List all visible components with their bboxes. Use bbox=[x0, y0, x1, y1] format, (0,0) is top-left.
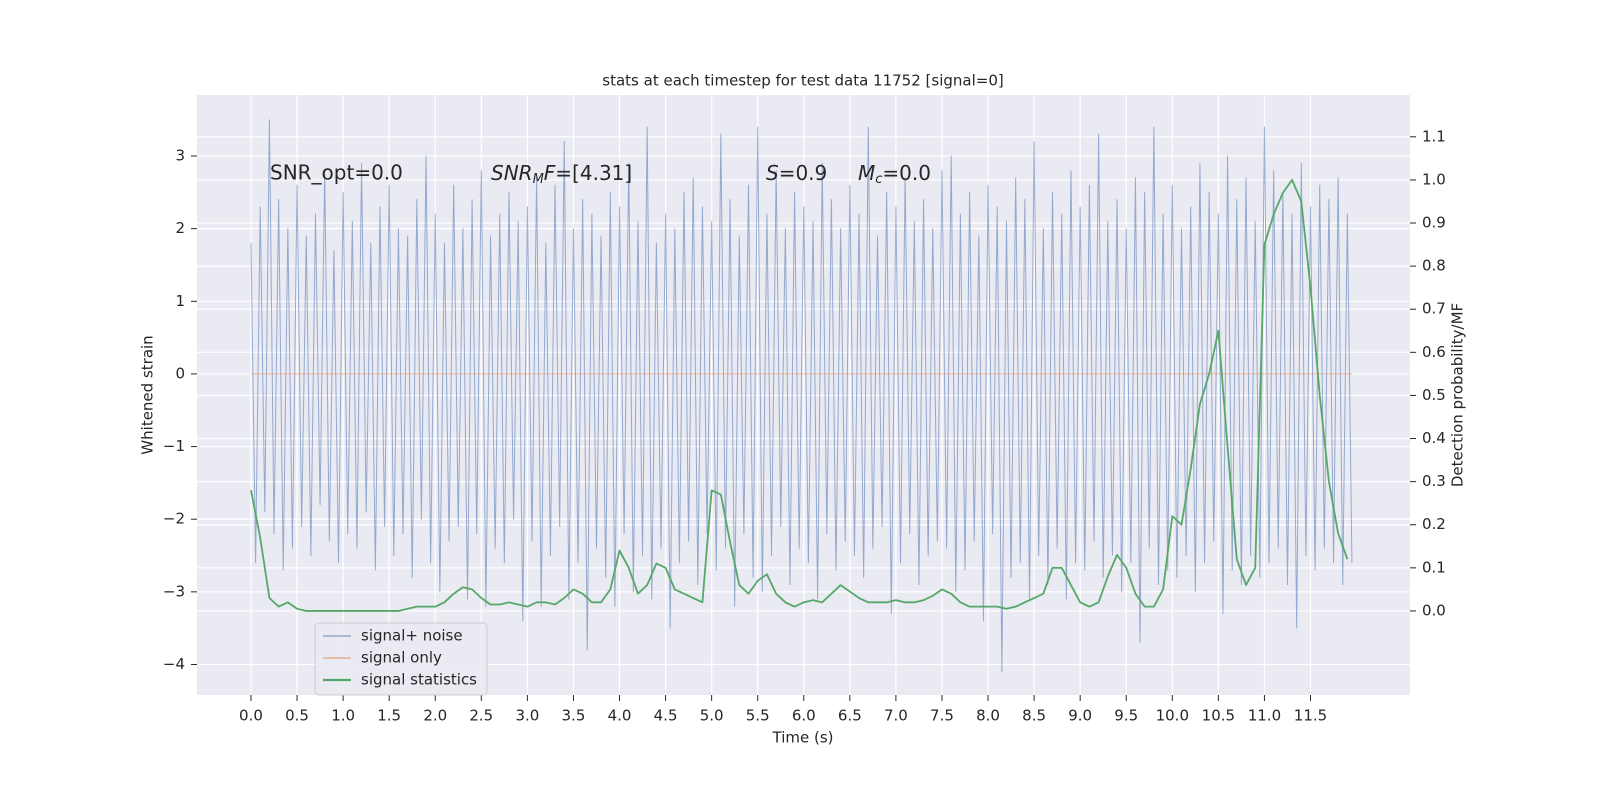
legend-label: signal+ noise bbox=[361, 627, 463, 645]
marks bbox=[250, 119, 1353, 673]
y-tick-label: 0 bbox=[175, 364, 185, 382]
x-tick-label: 8.0 bbox=[976, 707, 1000, 725]
y2-tick-label: 1.1 bbox=[1422, 127, 1446, 145]
annotation-part: =0.0 bbox=[882, 161, 931, 185]
x-tick-label: 9.5 bbox=[1114, 707, 1138, 725]
x-tick-label: 9.0 bbox=[1068, 707, 1092, 725]
overlay: 0.0 0.5 1.0 1.5 2.0 2.5 3.0 3.5 4.0 4.5 5.0 5.5 6.0 6… bbox=[163, 127, 1446, 724]
annotation: SNR_opt=0.0 bbox=[270, 161, 403, 185]
chart-title: stats at each timestep for test data 117… bbox=[602, 72, 1003, 90]
x-tick-label: 4.0 bbox=[608, 707, 632, 725]
annotation-part: =0.9 bbox=[779, 161, 828, 185]
x-tick-label: 3.5 bbox=[562, 707, 586, 725]
x-tick-label: 11.5 bbox=[1294, 707, 1327, 725]
x-tick-label: 4.5 bbox=[654, 707, 678, 725]
y2-tick-label: 0.0 bbox=[1422, 601, 1446, 619]
legend-label: signal statistics bbox=[361, 671, 477, 689]
y2-tick-label: 0.6 bbox=[1422, 343, 1446, 361]
x-tick-label: 7.0 bbox=[884, 707, 908, 725]
x-tick-label: 5.5 bbox=[746, 707, 770, 725]
y2-tick-label: 0.5 bbox=[1422, 386, 1446, 404]
x-tick-label: 8.5 bbox=[1022, 707, 1046, 725]
series-line bbox=[250, 119, 1353, 673]
x-tick-label: 11.0 bbox=[1248, 707, 1281, 725]
annotation-part: c bbox=[875, 172, 882, 187]
x-tick-label: 6.0 bbox=[792, 707, 816, 725]
annotation-part: F bbox=[544, 161, 556, 185]
x-tick-label: 2.5 bbox=[469, 707, 493, 725]
x-tick-label: 3.0 bbox=[515, 707, 539, 725]
legend-label: signal only bbox=[361, 649, 442, 667]
annotation: Mc=0.0 bbox=[858, 161, 931, 187]
x-tick-label: 7.5 bbox=[930, 707, 954, 725]
legend: signal+ noise signal only signal statistic… bbox=[314, 622, 488, 696]
y2-tick-label: 0.2 bbox=[1422, 515, 1446, 533]
y2-tick-label: 0.4 bbox=[1422, 429, 1446, 447]
y-tick-label: −2 bbox=[163, 510, 185, 528]
y2-tick-label: 0.1 bbox=[1422, 558, 1446, 576]
x-tick-label: 0.0 bbox=[239, 707, 263, 725]
y2-tick-label: 0.8 bbox=[1422, 257, 1446, 275]
y2-axis-label: Detection probability/MF bbox=[1449, 303, 1467, 487]
annotation-part: S bbox=[766, 161, 779, 185]
annotation: SNRMF=[4.31] bbox=[491, 161, 632, 187]
x-tick-label: 1.0 bbox=[331, 707, 355, 725]
x-tick-label: 1.5 bbox=[377, 707, 401, 725]
y-tick-label: −3 bbox=[163, 582, 185, 600]
x-tick-label: 10.0 bbox=[1156, 707, 1189, 725]
annotation: S=0.9 bbox=[766, 161, 827, 185]
series-line bbox=[250, 179, 1349, 612]
y2-tick-label: 1.0 bbox=[1422, 170, 1446, 188]
annotation-part: SNR bbox=[491, 161, 533, 185]
annotation-part: M bbox=[533, 172, 544, 187]
legend-box bbox=[314, 622, 488, 696]
y2-tick-label: 0.3 bbox=[1422, 472, 1446, 490]
y2-tick-label: 0.7 bbox=[1422, 300, 1446, 318]
x-tick-label: 0.5 bbox=[285, 707, 309, 725]
x-tick-label: 2.0 bbox=[423, 707, 447, 725]
y-tick-label: 2 bbox=[175, 219, 185, 237]
x-tick-label: 10.5 bbox=[1202, 707, 1235, 725]
x-tick-label: 5.0 bbox=[700, 707, 724, 725]
annotation-part: M bbox=[858, 161, 875, 185]
x-tick-label: 6.5 bbox=[838, 707, 862, 725]
annotation-part: =[4.31] bbox=[555, 161, 632, 185]
x-axis-label: Time (s) bbox=[772, 729, 834, 747]
y-axis-label: Whitened strain bbox=[139, 335, 157, 454]
y-tick-label: −4 bbox=[163, 655, 185, 673]
y-tick-label: −1 bbox=[163, 437, 185, 455]
y2-tick-label: 0.9 bbox=[1422, 214, 1446, 232]
y-tick-label: 3 bbox=[175, 147, 185, 165]
y-tick-label: 1 bbox=[175, 292, 185, 310]
